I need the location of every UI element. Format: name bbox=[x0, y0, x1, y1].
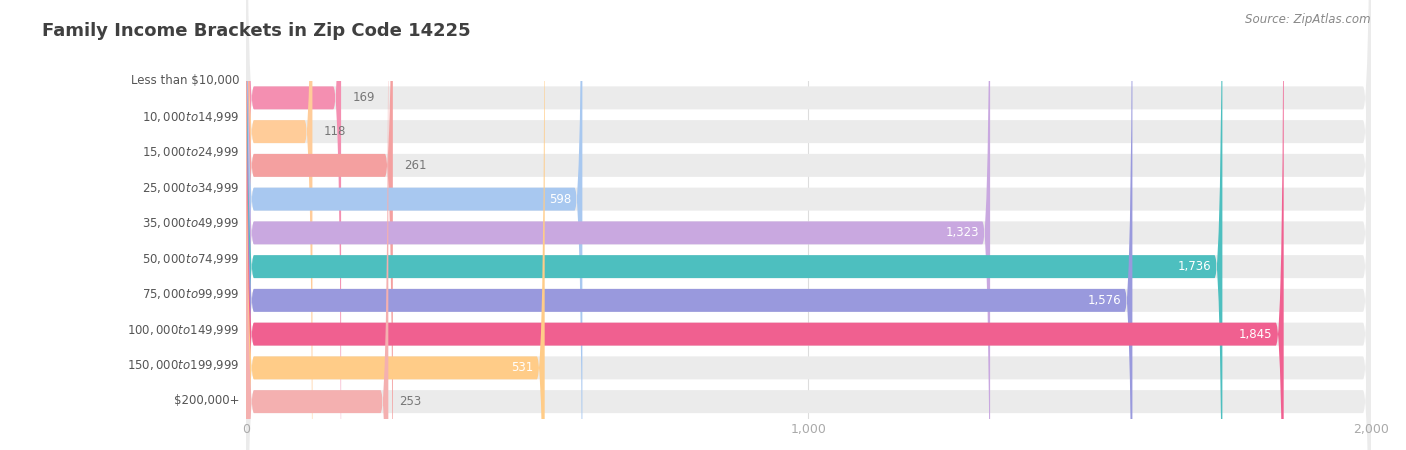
FancyBboxPatch shape bbox=[246, 0, 544, 450]
Text: 1,323: 1,323 bbox=[945, 226, 979, 239]
Text: $25,000 to $34,999: $25,000 to $34,999 bbox=[142, 180, 239, 194]
FancyBboxPatch shape bbox=[246, 0, 1371, 450]
Text: 261: 261 bbox=[404, 159, 426, 172]
FancyBboxPatch shape bbox=[246, 0, 1371, 450]
Text: 1,845: 1,845 bbox=[1239, 328, 1272, 341]
FancyBboxPatch shape bbox=[246, 0, 1132, 450]
FancyBboxPatch shape bbox=[246, 0, 1371, 450]
FancyBboxPatch shape bbox=[246, 0, 1371, 450]
Text: Source: ZipAtlas.com: Source: ZipAtlas.com bbox=[1246, 14, 1371, 27]
FancyBboxPatch shape bbox=[246, 0, 312, 450]
Text: 598: 598 bbox=[548, 193, 571, 206]
FancyBboxPatch shape bbox=[246, 0, 342, 450]
Text: $15,000 to $24,999: $15,000 to $24,999 bbox=[142, 145, 239, 159]
Text: $35,000 to $49,999: $35,000 to $49,999 bbox=[142, 216, 239, 230]
FancyBboxPatch shape bbox=[246, 0, 990, 450]
Text: $75,000 to $99,999: $75,000 to $99,999 bbox=[142, 287, 239, 301]
FancyBboxPatch shape bbox=[246, 0, 1284, 450]
Text: 253: 253 bbox=[399, 395, 422, 408]
Text: $200,000+: $200,000+ bbox=[173, 394, 239, 407]
Text: 169: 169 bbox=[353, 91, 375, 104]
Text: $100,000 to $149,999: $100,000 to $149,999 bbox=[127, 323, 239, 337]
FancyBboxPatch shape bbox=[246, 0, 392, 450]
Text: $10,000 to $14,999: $10,000 to $14,999 bbox=[142, 109, 239, 124]
FancyBboxPatch shape bbox=[246, 0, 582, 450]
Text: 1,736: 1,736 bbox=[1177, 260, 1211, 273]
FancyBboxPatch shape bbox=[246, 0, 1222, 450]
FancyBboxPatch shape bbox=[246, 0, 1371, 450]
Text: 1,576: 1,576 bbox=[1087, 294, 1121, 307]
Text: 531: 531 bbox=[512, 361, 533, 374]
FancyBboxPatch shape bbox=[246, 0, 1371, 450]
FancyBboxPatch shape bbox=[246, 0, 388, 450]
Text: Family Income Brackets in Zip Code 14225: Family Income Brackets in Zip Code 14225 bbox=[42, 22, 471, 40]
FancyBboxPatch shape bbox=[246, 0, 1371, 450]
FancyBboxPatch shape bbox=[246, 0, 1371, 450]
Text: Less than $10,000: Less than $10,000 bbox=[131, 75, 239, 87]
FancyBboxPatch shape bbox=[246, 0, 1371, 450]
FancyBboxPatch shape bbox=[246, 0, 1371, 450]
Text: $50,000 to $74,999: $50,000 to $74,999 bbox=[142, 252, 239, 266]
Text: 118: 118 bbox=[323, 125, 346, 138]
Text: $150,000 to $199,999: $150,000 to $199,999 bbox=[127, 358, 239, 372]
